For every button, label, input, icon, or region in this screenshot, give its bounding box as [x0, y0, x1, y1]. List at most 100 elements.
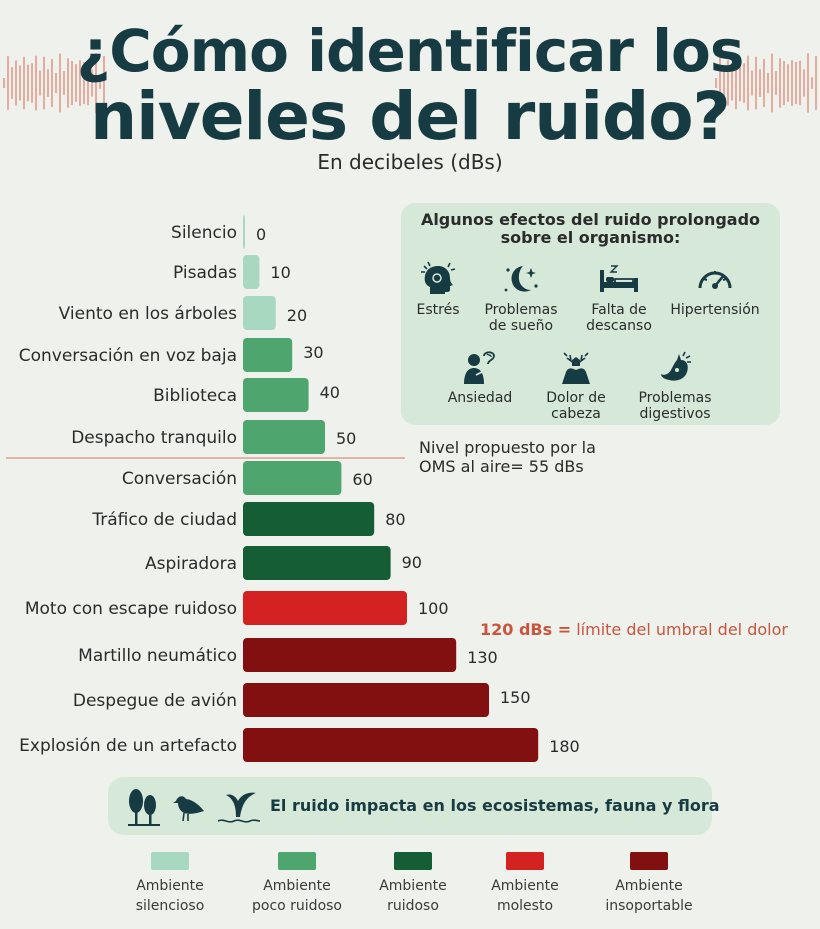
- ecosystem-banner: El ruido impacta en los ecosistemas, fau…: [108, 777, 720, 835]
- bar: [243, 420, 325, 454]
- legend-swatch-poco-ruidoso: [278, 852, 316, 870]
- category-label: Conversación: [122, 469, 237, 489]
- effect-headache-line2: cabeza: [551, 406, 601, 422]
- legend-swatch-insoportable: [630, 852, 668, 870]
- value-label: 100: [418, 599, 449, 618]
- whale-tail-icon: [217, 792, 261, 823]
- effect-hypertension-line1: Hipertensión: [670, 302, 760, 318]
- value-label: 180: [549, 737, 580, 756]
- page-title-line1: ¿Cómo identificar los: [76, 17, 745, 85]
- sound-wave-left: [3, 53, 105, 113]
- noise-bar-chart: Silencio 0 Pisadas 10 Viento en los árboles 2…: [6, 215, 580, 762]
- bird-icon: [173, 796, 204, 822]
- effect-rest-line2: descanso: [586, 318, 652, 334]
- effect-stress-line1: Estrés: [416, 302, 460, 318]
- category-label: Aspiradora: [145, 554, 237, 574]
- legend-item-molesto: Ambiente molesto: [465, 852, 585, 916]
- bar: [243, 502, 375, 536]
- effect-rest: Falta de descanso: [569, 260, 669, 334]
- legend-label-line1: Ambiente: [615, 878, 683, 894]
- bar: [243, 255, 260, 289]
- bar: [243, 591, 407, 625]
- pain-threshold-note: 120 dBs = límite del umbral del dolor: [480, 620, 788, 639]
- legend-label-line1: Ambiente: [136, 878, 204, 894]
- gauge-icon: [698, 271, 732, 289]
- category-label: Despegue de avión: [73, 691, 237, 711]
- bar: [243, 461, 342, 495]
- category-label: Pisadas: [173, 263, 237, 283]
- oms-reference-note: Nivel propuesto por la OMS al aire= 55 d…: [419, 438, 596, 476]
- value-label: 80: [385, 510, 405, 529]
- category-label: Tráfico de ciudad: [91, 510, 237, 530]
- value-label: 150: [500, 688, 531, 707]
- value-label: 90: [402, 553, 422, 572]
- legend-item-ruidoso: Ambiente ruidoso: [353, 852, 473, 916]
- effect-digestive-line1: Problemas: [638, 390, 712, 406]
- effect-hypertension: Hipertensión: [665, 260, 765, 318]
- effects-title-line1: Algunos efectos del ruido prolongado: [420, 210, 761, 229]
- legend-swatch-ruidoso: [394, 852, 432, 870]
- legend-label-line2: insoportable: [605, 898, 693, 914]
- bar: [243, 546, 391, 580]
- category-label: Martillo neumático: [78, 646, 237, 666]
- value-label: 30: [303, 343, 323, 362]
- effect-digestive: Problemas digestivos: [625, 348, 725, 422]
- legend-item-poco-ruidoso: Ambiente poco ruidoso: [237, 852, 357, 916]
- category-label: Conversación en voz baja: [19, 346, 237, 366]
- legend-label-line1: Ambiente: [263, 878, 331, 894]
- category-label: Viento en los árboles: [59, 304, 237, 324]
- head-stress-icon: [421, 261, 456, 294]
- pain-threshold-text: límite del umbral del dolor: [576, 620, 788, 639]
- value-label: 130: [467, 648, 498, 667]
- legend-label-line2: poco ruidoso: [252, 898, 342, 914]
- ecosystem-text: El ruido impacta en los ecosistemas, fau…: [270, 796, 720, 815]
- bar: [243, 728, 539, 762]
- effect-anxiety-line1: Ansiedad: [447, 390, 513, 406]
- effect-sleep-line2: de sueño: [488, 318, 554, 334]
- legend-swatch-molesto: [506, 852, 544, 870]
- pain-threshold-bold: 120 dBs =: [480, 620, 572, 639]
- bar: [243, 683, 489, 717]
- bar: [243, 378, 309, 412]
- bar: [243, 215, 245, 249]
- page-title-line2: niveles del ruido?: [90, 78, 731, 155]
- category-label: Despacho tranquilo: [71, 428, 237, 448]
- sound-wave-right: [715, 53, 817, 113]
- oms-line1: Nivel propuesto por la: [419, 438, 596, 457]
- legend-label-line2: ruidoso: [387, 898, 439, 914]
- legend-label-line2: silencioso: [135, 898, 205, 914]
- legend-label-line1: Ambiente: [491, 878, 559, 894]
- effect-headache: Dolor de cabeza: [526, 348, 626, 422]
- category-label: Explosión de un artefacto: [19, 736, 237, 756]
- effect-sleep: Problemas de sueño: [471, 260, 571, 334]
- value-label: 60: [352, 470, 372, 489]
- legend-label-line2: molesto: [496, 898, 554, 914]
- effect-digestive-line2: digestivos: [639, 406, 711, 422]
- value-label: 10: [270, 263, 290, 282]
- effect-sleep-line1: Problemas: [484, 302, 558, 318]
- stomach-icon: [661, 351, 691, 381]
- legend-item-insoportable: Ambiente insoportable: [589, 852, 709, 916]
- headache-icon: [562, 352, 590, 384]
- effect-headache-line1: Dolor de: [546, 390, 606, 406]
- legend-item-silencioso: Ambiente silencioso: [110, 852, 230, 916]
- value-label: 40: [320, 383, 340, 402]
- value-label: 50: [336, 429, 356, 448]
- value-label: 20: [287, 306, 307, 325]
- moon-stars-icon: [504, 266, 538, 292]
- bed-icon: [600, 265, 638, 292]
- effects-title-line2: sobre el organismo:: [500, 228, 681, 247]
- bar: [243, 338, 293, 372]
- legend-label-line1: Ambiente: [379, 878, 447, 894]
- category-label: Moto con escape ruidoso: [25, 599, 237, 619]
- category-label: Biblioteca: [153, 386, 237, 406]
- effect-rest-line1: Falta de: [591, 302, 647, 318]
- oms-line2: OMS al aire= 55 dBs: [419, 457, 584, 476]
- page-subtitle: En decibeles (dBs): [317, 150, 503, 174]
- anxious-person-icon: [464, 351, 495, 384]
- trees-icon: [128, 789, 160, 826]
- bar: [243, 296, 276, 330]
- effect-stress: Estrés: [388, 260, 488, 318]
- value-label: 0: [256, 225, 266, 244]
- category-label: Silencio: [171, 223, 237, 243]
